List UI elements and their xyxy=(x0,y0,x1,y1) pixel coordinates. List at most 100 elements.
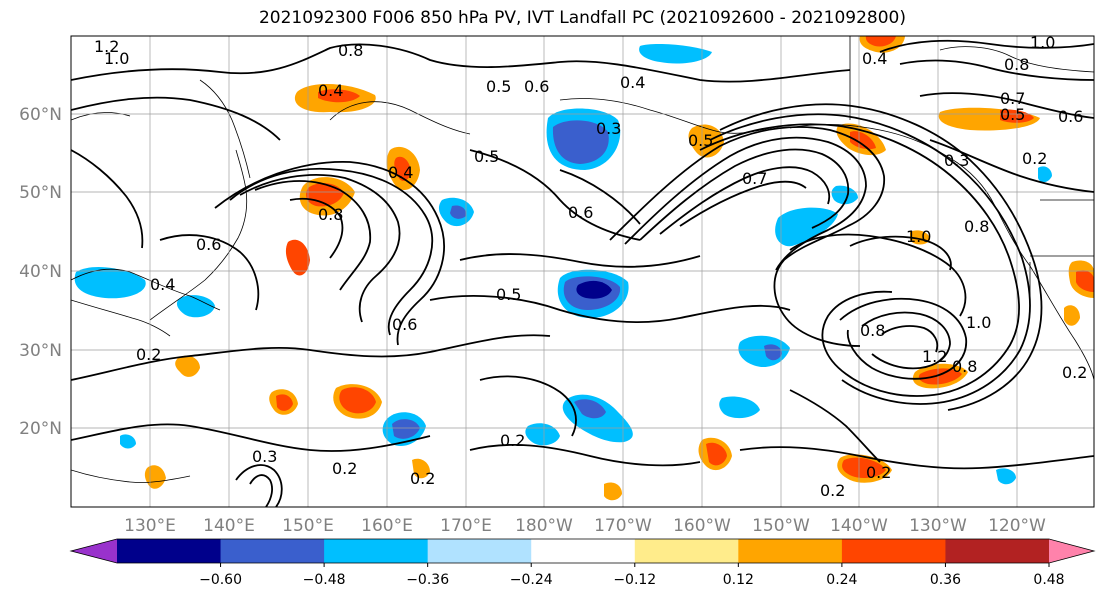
gridlines xyxy=(71,36,1094,507)
longitude-labels: 130°E 140°E 150°E 160°E 170°E 180°W 170°… xyxy=(124,516,1046,536)
pv-shade-negative xyxy=(392,419,420,439)
lon-label: 140°W xyxy=(830,516,888,536)
contour-label: 0.8 xyxy=(318,205,343,224)
contour-label: 0.2 xyxy=(1022,149,1047,168)
contour-label: 0.2 xyxy=(136,345,161,364)
contour-label: 0.2 xyxy=(866,463,891,482)
pv-shade-negative xyxy=(1038,166,1052,183)
pv-contour xyxy=(159,234,260,311)
contour-label: 0.5 xyxy=(496,285,521,304)
pv-contour xyxy=(789,389,881,463)
pv-contour xyxy=(609,126,885,347)
contour-label: 0.8 xyxy=(860,321,885,340)
pv-shade-negative xyxy=(831,185,858,205)
pv-shade-positive xyxy=(175,355,200,377)
lat-label: 20°N xyxy=(19,419,62,439)
colorbar-segment xyxy=(841,539,946,563)
pv-contour xyxy=(659,166,831,235)
contour-label: 0.4 xyxy=(318,81,343,100)
contour-label: 1.0 xyxy=(966,313,991,332)
pv-shade-negative xyxy=(574,399,606,419)
coastline xyxy=(994,205,1094,381)
colorbar-extend-high xyxy=(1049,539,1094,563)
contour-label: 0.4 xyxy=(620,73,645,92)
pv-shade-positive xyxy=(842,457,886,478)
pv-shade-positive xyxy=(412,458,430,479)
pv-shade-positive xyxy=(1064,305,1080,326)
figure-title: 2021092300 F006 850 hPa PV, IVT Landfall… xyxy=(258,8,906,28)
pv-contour xyxy=(719,103,1043,411)
pv-shade-positive xyxy=(318,89,360,103)
lat-label: 50°N xyxy=(19,183,62,203)
pv-shade-negative xyxy=(176,295,215,318)
contour-label: 0.8 xyxy=(964,217,989,236)
pv-shade-positive xyxy=(604,482,622,501)
coastline xyxy=(71,112,131,121)
coastline xyxy=(149,149,248,321)
colorbar-tick-label: −0.12 xyxy=(613,572,656,588)
contour-label: 0.4 xyxy=(388,163,413,182)
contour-label: 0.6 xyxy=(196,235,221,254)
coastline xyxy=(71,268,221,311)
lat-label: 60°N xyxy=(19,105,62,125)
colorbar-outline xyxy=(69,538,1096,564)
pv-shade-positive xyxy=(1076,270,1094,292)
colorbar-segment xyxy=(738,539,843,563)
pv-contour xyxy=(861,311,951,370)
latitude-labels: 60°N 50°N 40°N 30°N 20°N xyxy=(19,105,62,439)
colorbar-segment xyxy=(324,539,429,563)
lon-label: 160°W xyxy=(673,516,731,536)
lon-label: 180°W xyxy=(515,516,573,536)
coastline xyxy=(199,79,251,179)
pv-contour xyxy=(639,148,850,241)
pv-contour xyxy=(929,139,1094,193)
colorbar-segment xyxy=(427,539,532,563)
lat-label: 30°N xyxy=(19,341,62,361)
contour-label: 0.2 xyxy=(820,481,845,500)
colorbar-tick-label: −0.60 xyxy=(199,572,242,588)
pv-contour xyxy=(839,297,968,380)
pv-contour xyxy=(214,161,445,346)
pv-contour xyxy=(479,375,577,437)
pv-contour xyxy=(881,325,939,353)
lon-label: 170°E xyxy=(440,516,492,536)
pv-shade-negative xyxy=(639,44,712,64)
contour-label: 0.5 xyxy=(474,147,499,166)
contour-label: 0.7 xyxy=(742,169,767,188)
colorbar-segment xyxy=(220,539,325,563)
pv-contour xyxy=(709,113,1031,405)
lon-label: 160°E xyxy=(361,516,413,536)
contour-label: 0.2 xyxy=(500,431,525,450)
pv-contour xyxy=(229,167,434,336)
contour-label: 1.2 xyxy=(922,347,947,366)
pv-contour xyxy=(789,233,967,317)
colorbar-extend-low xyxy=(71,539,117,563)
colorbar-segment xyxy=(117,539,222,563)
contour-labels: 1.2 1.0 0.8 0.4 0.6 0.4 0.5 0.3 0.5 0.8 … xyxy=(94,33,1087,500)
contour-label: 0.5 xyxy=(486,77,511,96)
pv-contour xyxy=(624,136,867,271)
lon-label: 120°W xyxy=(988,516,1046,536)
coastline xyxy=(71,469,191,483)
contour-label: 0.2 xyxy=(1062,363,1087,382)
colorbar-tick-label: 0.48 xyxy=(1033,572,1064,588)
pv-contour xyxy=(699,123,1020,397)
colorbar-tick-label: 0.24 xyxy=(826,572,857,588)
coastline xyxy=(939,46,1094,73)
contour-label: 0.6 xyxy=(392,315,417,334)
pv-shade-negative xyxy=(764,344,782,361)
lon-label: 170°W xyxy=(594,516,652,536)
colorbar-tick-label: −0.24 xyxy=(510,572,553,588)
pv-contour xyxy=(559,169,641,225)
pv-shade-positive xyxy=(918,368,962,385)
colorbar-segment xyxy=(531,539,636,563)
pv-contour xyxy=(469,149,641,241)
pv-shade-negative xyxy=(775,207,838,247)
colorbar-tick-label: −0.48 xyxy=(303,572,346,588)
pv-contour xyxy=(429,295,791,324)
contour-label: 1.0 xyxy=(906,227,931,246)
contour-label: 1.0 xyxy=(1030,33,1055,52)
pv-shade-positive xyxy=(865,36,896,47)
pv-shade-negative xyxy=(996,468,1016,485)
